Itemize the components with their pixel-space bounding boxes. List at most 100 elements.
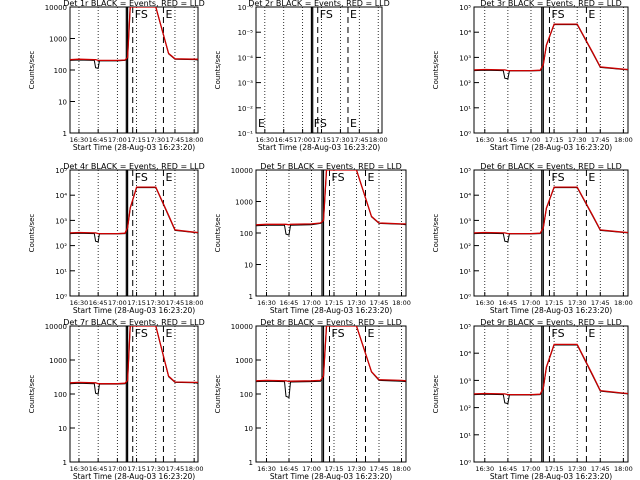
detector-panel-3: Det 3r BLACK = Events, RED = LLD 16:30 16:… (432, 0, 633, 152)
y-tick-label: 100 (54, 391, 67, 399)
y-tick-label: 1000 (49, 36, 67, 44)
x-tick-label: 18:00 (185, 299, 204, 307)
y-tick-label: 10⁰ (459, 459, 471, 467)
x-tick-label: 18:00 (185, 136, 204, 144)
panel-title: Det 5r BLACK = Events, RED = LLD (260, 162, 402, 171)
y-tick-label: 10⁻⁵ (238, 29, 254, 37)
x-tick-label: 17:00 (108, 299, 127, 307)
y-tick-label: 10000 (231, 323, 253, 331)
x-tick-label: 16:45 (499, 136, 518, 144)
x-tick-label: 17:30 (347, 299, 366, 307)
detector-panel-1: Det 1r BLACK = Events, RED = LLD 16:30 16:… (28, 0, 205, 152)
x-tick-label: 16:30 (70, 136, 89, 144)
x-axis-label: Start Time (28-Aug-03 16:23:20) (270, 306, 392, 315)
x-axis-label: Start Time (28-Aug-03 16:23:20) (270, 472, 392, 480)
y-tick-label: 10⁴ (459, 29, 471, 37)
x-tick-label: 17:00 (108, 465, 127, 473)
panel-title: Det 3r BLACK = Events, RED = LLD (480, 0, 622, 8)
x-tick-label: 17:15 (325, 465, 344, 473)
plot-frame (255, 325, 407, 463)
panel-title: Det 4r BLACK = Events, RED = LLD (63, 162, 205, 171)
x-tick-label: 17:00 (302, 465, 321, 473)
lld-series-line (70, 186, 198, 235)
lld-series-line (70, 7, 198, 62)
x-tick-label: 17:15 (312, 136, 331, 144)
x-tick-label: 16:45 (89, 136, 108, 144)
x-tick-label: 17:45 (591, 136, 610, 144)
panel-title: Det 8r BLACK = Events, RED = LLD (260, 318, 402, 327)
y-tick-label: 10³ (459, 377, 471, 385)
x-tick-label: 16:45 (499, 465, 518, 473)
x-tick-label: 16:30 (475, 299, 494, 307)
panel-title: Det 6r BLACK = Events, RED = LLD (480, 162, 622, 171)
x-tick-label: 17:15 (325, 299, 344, 307)
y-tick-label: 10000 (231, 167, 253, 175)
x-tick-label: 16:30 (70, 465, 89, 473)
y-tick-label: 10 (58, 99, 67, 107)
x-tick-label: 16:30 (255, 136, 274, 144)
lld-series-line (256, 326, 406, 383)
y-axis-label: Counts/sec (214, 375, 222, 414)
y-tick-label: 10¹ (459, 105, 471, 113)
x-tick-label: 17:00 (108, 136, 127, 144)
flare-marker-label: FS (320, 8, 333, 21)
x-tick-label: 16:45 (274, 136, 293, 144)
lld-series-line (474, 23, 628, 72)
flare-marker-label: E (588, 327, 595, 340)
plot-frame (473, 169, 629, 297)
flare-marker-label: E (165, 8, 172, 21)
x-tick-label: 17:00 (522, 465, 541, 473)
panel-title: Det 9r BLACK = Events, RED = LLD (480, 318, 622, 327)
flare-marker-label: FS (551, 8, 564, 21)
x-tick-label: 16:45 (89, 465, 108, 473)
x-tick-label: 17:00 (293, 136, 312, 144)
panel-title: Det 7r BLACK = Events, RED = LLD (63, 318, 205, 327)
y-tick-label: 100 (54, 67, 67, 75)
y-tick-label: 100 (240, 391, 253, 399)
x-tick-label: 17:30 (146, 299, 165, 307)
y-axis-label: Counts/sec (28, 214, 36, 253)
x-axis-label: Start Time (28-Aug-03 16:23:20) (258, 143, 380, 152)
detector-panel-2: Det 2r BLACK = Events, RED = LLD 16:30 16:… (214, 0, 390, 152)
lld-series-line (256, 170, 406, 226)
x-tick-label: 16:45 (89, 299, 108, 307)
y-tick-label: 10⁵ (459, 167, 471, 175)
y-axis-label: Counts/sec (432, 51, 440, 90)
y-axis-label: Counts/sec (432, 214, 440, 253)
x-tick-label: 17:45 (350, 136, 369, 144)
x-tick-label: 18:00 (185, 465, 204, 473)
y-tick-label: 10² (459, 243, 471, 251)
x-tick-label: 17:15 (127, 465, 146, 473)
detector-panel-6: Det 6r BLACK = Events, RED = LLD 16:30 16:… (432, 162, 633, 315)
lld-series-line (70, 326, 198, 385)
y-tick-label: 10² (55, 243, 67, 251)
flare-marker-label: FS (135, 8, 148, 21)
detector-panel-4: Det 4r BLACK = Events, RED = LLD 16:30 16:… (28, 162, 205, 315)
y-tick-label: 1 (249, 459, 253, 467)
plot-frame (473, 6, 629, 134)
x-tick-label: 17:00 (522, 299, 541, 307)
x-axis-label: Start Time (28-Aug-03 16:23:20) (490, 472, 612, 480)
x-tick-label: 17:15 (545, 136, 564, 144)
x-tick-label: 18:00 (614, 465, 633, 473)
detector-panel-7: Det 7r BLACK = Events, RED = LLD 16:30 16:… (28, 318, 205, 480)
flare-marker-label: E (368, 171, 375, 184)
y-tick-label: 10⁰ (459, 130, 471, 138)
y-axis-label: Counts/sec (432, 375, 440, 414)
flare-marker-label: E (165, 171, 172, 184)
x-tick-label: 17:15 (545, 299, 564, 307)
y-tick-label: 1 (63, 459, 67, 467)
y-tick-label: 10⁻² (238, 105, 254, 113)
y-tick-label: 10⁰ (55, 293, 67, 301)
flare-marker-label: FS (135, 327, 148, 340)
x-tick-label: 16:45 (280, 299, 299, 307)
x-axis-label: Start Time (28-Aug-03 16:23:20) (490, 306, 612, 315)
flare-marker-label: FS (551, 327, 564, 340)
y-tick-label: 10 (244, 262, 253, 270)
plot-frame (255, 169, 407, 297)
x-tick-label: 17:30 (146, 465, 165, 473)
panel-title: Det 2r BLACK = Events, RED = LLD (248, 0, 390, 8)
x-tick-label: 17:15 (127, 136, 146, 144)
y-tick-label: 10⁴ (459, 192, 471, 200)
